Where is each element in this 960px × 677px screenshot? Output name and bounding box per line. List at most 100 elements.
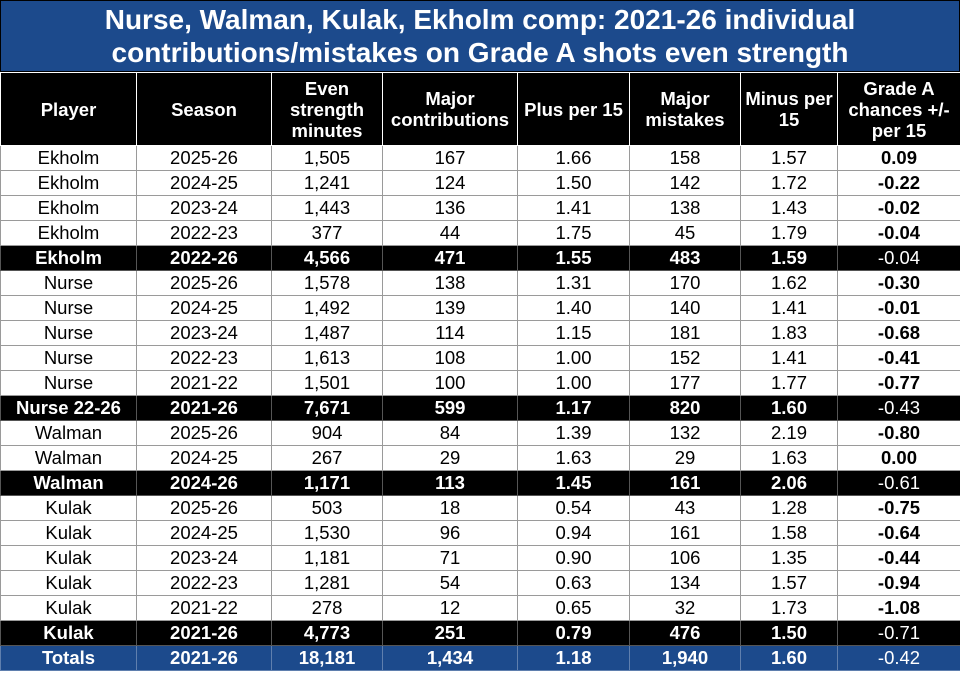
header-season: Season xyxy=(136,72,272,146)
cell-major-contributions: 113 xyxy=(382,470,518,496)
cell-season: 2023-24 xyxy=(136,545,272,571)
stats-table: Player Season Even strength minutes Majo… xyxy=(0,72,960,671)
cell-season: 2021-26 xyxy=(136,620,272,646)
cell-player: Totals xyxy=(0,645,137,671)
cell-season: 2022-23 xyxy=(136,220,272,246)
cell-player: Nurse xyxy=(0,295,137,321)
cell-minus-per-15: 1.41 xyxy=(740,295,838,321)
cell-es-minutes: 1,281 xyxy=(271,570,383,596)
cell-es-minutes: 4,773 xyxy=(271,620,383,646)
cell-season: 2024-26 xyxy=(136,470,272,496)
cell-es-minutes: 1,530 xyxy=(271,520,383,546)
cell-es-minutes: 1,578 xyxy=(271,270,383,296)
cell-plus-per-15: 0.65 xyxy=(517,595,630,621)
cell-es-minutes: 4,566 xyxy=(271,245,383,271)
cell-major-mistakes: 161 xyxy=(629,520,741,546)
cell-es-minutes: 1,171 xyxy=(271,470,383,496)
cell-season: 2025-26 xyxy=(136,145,272,171)
cell-season: 2025-26 xyxy=(136,270,272,296)
cell-plus-per-15: 0.90 xyxy=(517,545,630,571)
header-es-minutes: Even strength minutes xyxy=(271,72,383,146)
cell-grade-a-per-15: -0.30 xyxy=(837,270,960,296)
cell-es-minutes: 267 xyxy=(271,445,383,471)
cell-grade-a-per-15: -0.01 xyxy=(837,295,960,321)
cell-plus-per-15: 1.00 xyxy=(517,345,630,371)
cell-plus-per-15: 1.45 xyxy=(517,470,630,496)
cell-minus-per-15: 1.41 xyxy=(740,345,838,371)
cell-season: 2024-25 xyxy=(136,295,272,321)
cell-major-mistakes: 170 xyxy=(629,270,741,296)
cell-major-contributions: 54 xyxy=(382,570,518,596)
cell-major-mistakes: 106 xyxy=(629,545,741,571)
cell-major-contributions: 1,434 xyxy=(382,645,518,671)
cell-plus-per-15: 1.39 xyxy=(517,420,630,446)
cell-major-mistakes: 181 xyxy=(629,320,741,346)
cell-plus-per-15: 1.50 xyxy=(517,170,630,196)
table-row: Kulak 2022-23 1,281 54 0.63 134 1.57 -0.94 xyxy=(0,570,960,596)
cell-plus-per-15: 1.55 xyxy=(517,245,630,271)
cell-major-mistakes: 29 xyxy=(629,445,741,471)
cell-season: 2021-26 xyxy=(136,645,272,671)
cell-grade-a-per-15: -0.71 xyxy=(837,620,960,646)
cell-major-mistakes: 476 xyxy=(629,620,741,646)
cell-es-minutes: 7,671 xyxy=(271,395,383,421)
cell-player: Walman xyxy=(0,445,137,471)
cell-es-minutes: 1,613 xyxy=(271,345,383,371)
table-row: Nurse 2024-25 1,492 139 1.40 140 1.41 -0.01 xyxy=(0,295,960,321)
cell-minus-per-15: 1.35 xyxy=(740,545,838,571)
cell-minus-per-15: 1.58 xyxy=(740,520,838,546)
cell-es-minutes: 904 xyxy=(271,420,383,446)
cell-minus-per-15: 1.28 xyxy=(740,495,838,521)
cell-es-minutes: 503 xyxy=(271,495,383,521)
cell-minus-per-15: 2.19 xyxy=(740,420,838,446)
cell-plus-per-15: 1.17 xyxy=(517,395,630,421)
cell-plus-per-15: 1.18 xyxy=(517,645,630,671)
cell-minus-per-15: 1.50 xyxy=(740,620,838,646)
cell-player: Kulak xyxy=(0,620,137,646)
cell-grade-a-per-15: -0.61 xyxy=(837,470,960,496)
cell-player: Walman xyxy=(0,470,137,496)
table-title: Nurse, Walman, Kulak, Ekholm comp: 2021-… xyxy=(0,0,960,72)
cell-minus-per-15: 1.73 xyxy=(740,595,838,621)
cell-season: 2022-23 xyxy=(136,345,272,371)
cell-season: 2021-26 xyxy=(136,395,272,421)
cell-major-contributions: 71 xyxy=(382,545,518,571)
cell-major-mistakes: 1,940 xyxy=(629,645,741,671)
cell-grade-a-per-15: -0.94 xyxy=(837,570,960,596)
cell-player: Nurse 22-26 xyxy=(0,395,137,421)
cell-season: 2021-22 xyxy=(136,595,272,621)
cell-minus-per-15: 1.60 xyxy=(740,395,838,421)
header-major-mistakes: Major mistakes xyxy=(629,72,741,146)
table-body: Ekholm 2025-26 1,505 167 1.66 158 1.57 0.09 Ekho… xyxy=(0,145,960,671)
cell-plus-per-15: 1.63 xyxy=(517,445,630,471)
cell-minus-per-15: 1.62 xyxy=(740,270,838,296)
table-row: Nurse 2022-23 1,613 108 1.00 152 1.41 -0.41 xyxy=(0,345,960,371)
cell-es-minutes: 377 xyxy=(271,220,383,246)
cell-major-contributions: 599 xyxy=(382,395,518,421)
cell-player: Kulak xyxy=(0,545,137,571)
cell-plus-per-15: 1.15 xyxy=(517,320,630,346)
cell-grade-a-per-15: -0.04 xyxy=(837,245,960,271)
cell-player: Nurse xyxy=(0,320,137,346)
table-row: Walman 2025-26 904 84 1.39 132 2.19 -0.80 xyxy=(0,420,960,446)
cell-player: Nurse xyxy=(0,345,137,371)
table-row: Nurse 2025-26 1,578 138 1.31 170 1.62 -0.30 xyxy=(0,270,960,296)
cell-season: 2024-25 xyxy=(136,170,272,196)
cell-major-mistakes: 161 xyxy=(629,470,741,496)
cell-player: Kulak xyxy=(0,495,137,521)
cell-major-mistakes: 158 xyxy=(629,145,741,171)
cell-minus-per-15: 1.63 xyxy=(740,445,838,471)
cell-major-mistakes: 32 xyxy=(629,595,741,621)
cell-grade-a-per-15: -0.75 xyxy=(837,495,960,521)
table-row: Nurse 2021-22 1,501 100 1.00 177 1.77 -0.77 xyxy=(0,370,960,396)
table-row: Ekholm 2024-25 1,241 124 1.50 142 1.72 -0.22 xyxy=(0,170,960,196)
cell-major-mistakes: 142 xyxy=(629,170,741,196)
summary-row: Walman 2024-26 1,171 113 1.45 161 2.06 -0.61 xyxy=(0,470,960,496)
cell-plus-per-15: 0.54 xyxy=(517,495,630,521)
cell-player: Kulak xyxy=(0,595,137,621)
cell-plus-per-15: 1.40 xyxy=(517,295,630,321)
cell-es-minutes: 1,487 xyxy=(271,320,383,346)
cell-major-mistakes: 134 xyxy=(629,570,741,596)
cell-grade-a-per-15: -0.80 xyxy=(837,420,960,446)
cell-player: Ekholm xyxy=(0,220,137,246)
